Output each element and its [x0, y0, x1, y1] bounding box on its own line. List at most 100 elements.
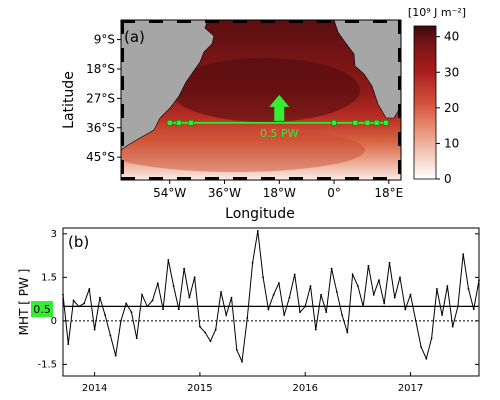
map-border-segment [205, 177, 219, 180]
colorbar-tick-label: 20 [444, 101, 459, 115]
mht-data-point [372, 293, 375, 296]
mht-data-point [420, 346, 422, 348]
map-border-segment [345, 20, 359, 23]
map-panel: (a) 54°W 36°W 18°W 0° 18°E 9°S 18°S 27°S 36°S 45… [61, 19, 403, 222]
mht-data-point [177, 308, 180, 311]
mht-series-points [62, 230, 480, 363]
panel-a-label: (a) [124, 28, 145, 46]
map-border-segment [398, 132, 401, 146]
mht-data-point [351, 273, 354, 276]
mht-series-line [62, 230, 480, 364]
timeseries-panel: (b) -1.5 0 1.5 3 2014 2015 2016 2017 0.5 MHT [… [17, 227, 480, 394]
section-station-marker [188, 120, 194, 126]
mht-data-point [309, 285, 312, 287]
mht-data-point [457, 305, 459, 308]
mht-data-point [151, 299, 154, 302]
timeseries-y-tick-label: -1.5 [37, 359, 57, 370]
mht-data-point [199, 325, 201, 328]
mht-data-point [272, 293, 275, 296]
mht-data-point [346, 331, 349, 334]
mht-data-point [435, 288, 438, 290]
colorbar-label: [10⁹ J m⁻²] [408, 6, 466, 19]
timeseries-x-tick-label: 2015 [187, 383, 212, 394]
section-station-marker [331, 120, 337, 126]
mht-data-point [246, 317, 249, 319]
map-y-tick-label: 36°S [86, 121, 115, 135]
map-y-tick-label: 27°S [86, 91, 115, 105]
mht-data-point [314, 328, 317, 331]
colorbar-ticks: 0 10 20 30 40 [436, 30, 459, 186]
map-y-tick-label: 18°S [86, 62, 115, 76]
mean-value-badge [31, 301, 53, 317]
mht-data-point [262, 276, 265, 279]
map-border-segment [177, 177, 191, 180]
mht-data-point [441, 314, 444, 316]
map-border-segment [398, 104, 401, 118]
map-x-ticks: 54°W 36°W 18°W 0° 18°E [153, 180, 403, 200]
map-border-segment [233, 177, 247, 180]
map-border-segment [398, 160, 401, 174]
map-x-tick-label: 0° [327, 186, 341, 200]
map-border-segment [289, 177, 303, 180]
map-border-segment [317, 177, 331, 180]
map-x-tick-label: 18°W [263, 186, 296, 200]
mht-data-point [125, 302, 128, 305]
section-station-marker [364, 120, 371, 126]
mht-data-point [83, 302, 85, 305]
map-border-segment [149, 20, 163, 23]
mht-data-point [251, 261, 254, 264]
mht-data-point [230, 296, 233, 299]
timeseries-y-tick-label: 3 [51, 229, 57, 240]
panel-b-label: (b) [68, 233, 89, 251]
mht-data-point [214, 328, 217, 331]
map-border-ticks [121, 20, 401, 180]
map-x-tick-label: 54°W [153, 186, 186, 200]
timeseries-reference-lines [63, 305, 479, 322]
mht-data-point [362, 305, 365, 308]
mht-data-point [72, 299, 75, 302]
mht-data-point [446, 285, 449, 287]
mht-data-point [325, 311, 328, 314]
colorbar-tick-label: 10 [444, 136, 459, 150]
mht-data-point [356, 285, 359, 287]
mht-data-point [130, 311, 133, 314]
mht-data-point [188, 296, 191, 299]
map-border-segment [398, 76, 401, 90]
map-border-segment [121, 20, 135, 23]
map-border-segment [317, 20, 331, 23]
mht-data-point [335, 290, 338, 293]
mht-data-point [288, 296, 291, 299]
map-border-segment [121, 132, 124, 146]
mht-data-point [388, 261, 391, 264]
mht-data-point [451, 325, 454, 328]
mht-data-point [467, 288, 470, 290]
mht-data-point [62, 293, 64, 296]
colorbar-tick-label: 40 [444, 30, 459, 44]
mht-data-point [430, 337, 433, 340]
timeseries-x-ticks: 2014 2015 2016 2017 [82, 372, 423, 394]
timeseries-y-tick-label: 0 [51, 316, 57, 327]
mht-data-point [478, 279, 480, 282]
mht-data-point [241, 360, 243, 363]
ocean-maximum-patch [170, 58, 360, 122]
mht-data-point [204, 331, 207, 334]
map-y-axis-label: Latitude [61, 71, 77, 129]
mht-data-point [193, 276, 196, 279]
colorbar-tick-label: 30 [444, 65, 459, 79]
map-border-segment [149, 177, 163, 180]
mht-data-point [172, 285, 175, 287]
transport-value-label: 0.5 PW [260, 127, 299, 140]
mht-data-point [67, 343, 70, 345]
mht-data-point [141, 293, 143, 296]
mht-data-point [283, 314, 286, 316]
mht-data-point [77, 305, 80, 308]
map-border-segment [177, 20, 191, 23]
map-border-segment [121, 20, 124, 34]
mht-data-point [409, 293, 412, 296]
mht-data-point [425, 357, 428, 360]
section-station-marker [352, 120, 359, 126]
map-border-segment [261, 177, 275, 180]
map-field [121, 20, 401, 180]
map-border-segment [398, 48, 401, 62]
